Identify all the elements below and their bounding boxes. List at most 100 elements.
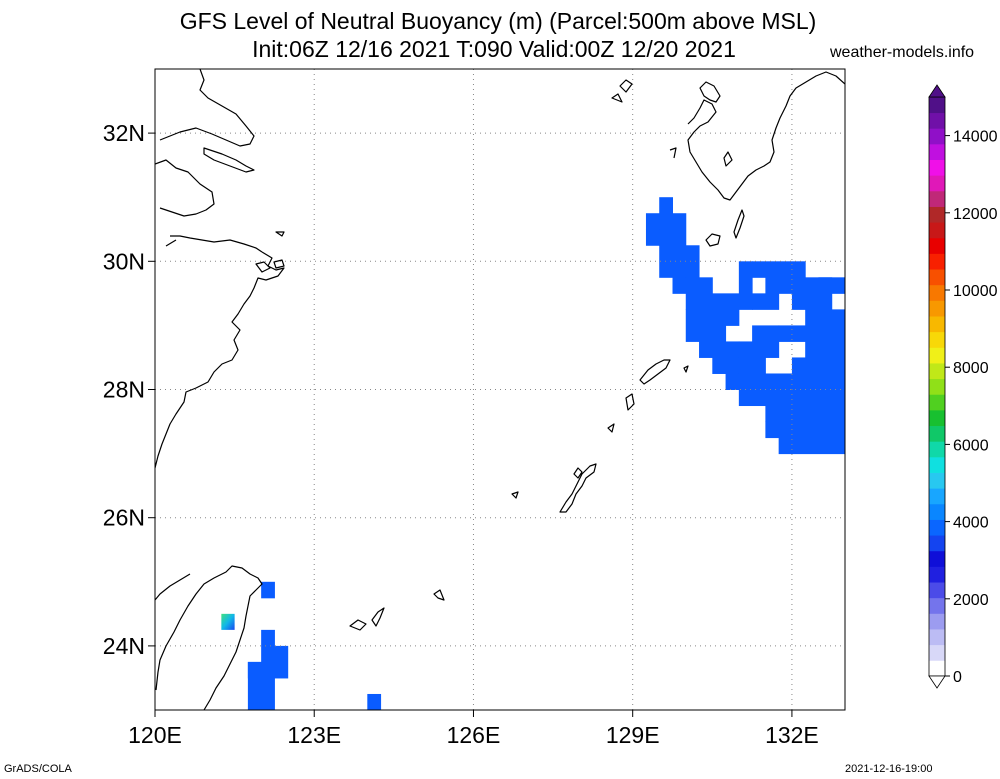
colorbar-segment (929, 347, 945, 364)
colorbar-label: 4000 (953, 515, 989, 532)
colorbar-segment (929, 159, 945, 176)
field-cell (752, 325, 780, 358)
field-cell (685, 309, 727, 342)
lon-tick-label: 126E (447, 722, 501, 748)
lon-tick-label: 129E (606, 722, 660, 748)
colorbar-segment (929, 269, 945, 286)
china-coast-north (155, 69, 255, 217)
colorbar-segment (929, 190, 945, 207)
field-cell (765, 421, 845, 439)
lat-tick-label: 24N (103, 633, 145, 659)
colorbar-segment (929, 644, 945, 661)
field-hotspot (221, 613, 235, 630)
colorbar-segment (929, 253, 945, 270)
lat-tick-label: 26N (103, 505, 145, 531)
field-cell (699, 341, 740, 358)
ryukyu-okinawa (559, 463, 597, 513)
china-coast-south (155, 251, 285, 469)
colorbar-segment (929, 206, 945, 223)
colorbar-top-arrow (928, 84, 946, 98)
field-cell (672, 277, 687, 294)
colorbar-segment (929, 613, 945, 630)
colorbar-label: 14000 (953, 129, 998, 146)
colorbar-segment (929, 222, 945, 239)
colorbar-segment (929, 284, 945, 301)
lat-tick-label: 32N (103, 120, 145, 146)
colorbar-segment (929, 472, 945, 489)
lon-tick-label: 132E (765, 722, 819, 748)
colorbar: 0 2000 4000 6000 8000 10000 12000 14000 (928, 84, 998, 689)
ryukyu-amami (511, 359, 689, 499)
colorbar-label: 8000 (953, 360, 989, 377)
colorbar-segment (929, 456, 945, 473)
field-cell (261, 629, 275, 663)
chart-subtitle: Init:06Z 12/16 2021 T:090 Valid:00Z 12/2… (252, 36, 736, 62)
colorbar-segment (929, 394, 945, 411)
colorbar-segment (929, 503, 945, 520)
colorbar-segment (929, 409, 945, 427)
field-cell (659, 197, 673, 246)
field-cell (672, 213, 687, 246)
lat-tick-label: 28N (103, 377, 145, 403)
colorbar-segment (929, 425, 945, 442)
sakishima-islands (349, 589, 445, 631)
field-cell (645, 229, 660, 246)
field-cell (645, 213, 660, 230)
colorbar-bottom-arrow (928, 675, 946, 689)
field-cell (712, 293, 740, 310)
colorbar-segment (929, 128, 945, 145)
colorbar-label: 2000 (953, 592, 989, 609)
field-cell (261, 581, 275, 599)
colorbar-segment (929, 629, 945, 646)
field-cell (725, 309, 740, 326)
yangtze-estuary (203, 147, 255, 173)
colorbar-segment (929, 441, 945, 458)
field-cell (778, 437, 845, 455)
colorbar-segment (929, 597, 945, 614)
colorbar-segment (929, 175, 945, 192)
field-cell (805, 309, 845, 358)
credit-text: weather-models.info (830, 44, 975, 61)
colorbar-segment (929, 550, 945, 567)
field-cell (778, 325, 806, 342)
field-cell (738, 261, 753, 310)
colorbar-segment (929, 316, 945, 333)
lon-tick-label: 123E (287, 722, 341, 748)
field-cell (685, 277, 713, 310)
colorbar-segment (929, 660, 945, 677)
colorbar-segment (929, 378, 945, 395)
field-cell (765, 405, 845, 423)
colorbar-segment (929, 519, 945, 536)
field-cell (818, 277, 845, 294)
colorbar-segment (929, 566, 945, 583)
colorbar-label: 0 (953, 669, 962, 686)
tanegashima-yakushima (705, 209, 745, 247)
kyushu-coast (611, 71, 845, 201)
field-cell (274, 645, 289, 679)
colorbar-segment (929, 97, 945, 114)
chart-title: GFS Level of Neutral Buoyancy (m) (Parce… (179, 8, 817, 34)
colorbar-segment (929, 535, 945, 552)
colorbar-label: 6000 (953, 437, 989, 454)
colorbar-label: 12000 (953, 206, 998, 223)
field-cell (738, 389, 845, 407)
taiwan-island (155, 565, 263, 710)
footer-timestamp: 2021-12-16-19:00 (845, 763, 933, 775)
colorbar-label: 10000 (953, 283, 998, 300)
colorbar-segment (929, 237, 945, 254)
lon-tick-label: 120E (128, 722, 182, 748)
axis-ticks: 120E 123E 126E 129E 132E 24N 26N 28N 30N 32N (103, 120, 819, 748)
colorbar-segment (929, 488, 945, 505)
china-coast-far-south (155, 573, 191, 601)
zhoushan-islands (255, 231, 285, 273)
lat-tick-label: 30N (103, 248, 145, 274)
colorbar-segment (929, 143, 945, 160)
colorbar-segment (929, 363, 945, 380)
field-cell (791, 357, 845, 374)
field-cell (247, 661, 262, 679)
field-layer (221, 197, 845, 710)
field-cell (791, 373, 845, 390)
hangzhou-bay (165, 235, 263, 253)
colorbar-segment (929, 112, 945, 129)
